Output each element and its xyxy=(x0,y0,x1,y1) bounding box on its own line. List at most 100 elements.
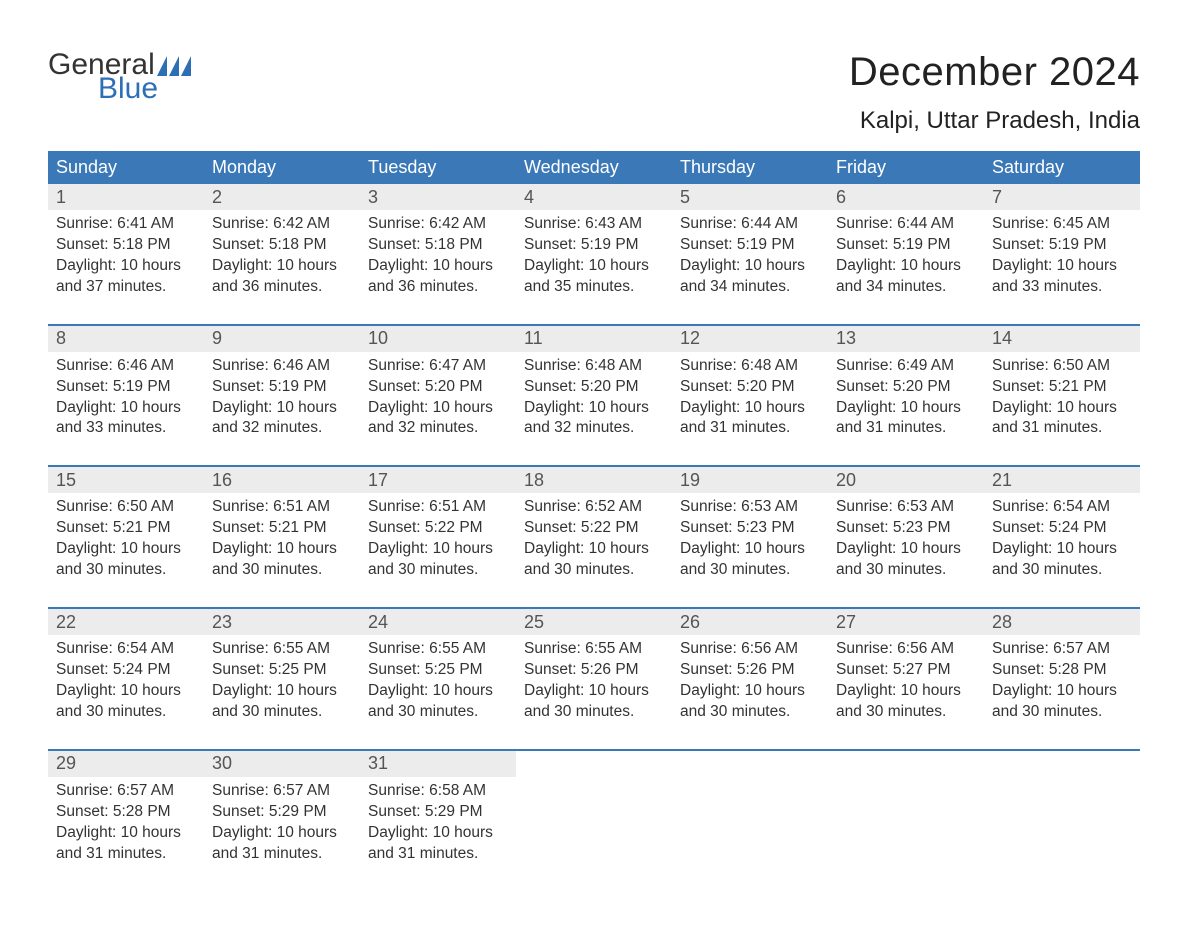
page-title: December 2024 xyxy=(849,50,1140,95)
day-number-cell: 17 xyxy=(360,467,516,493)
day-number-cell: 31 xyxy=(360,751,516,777)
sunset-line: Sunset: 5:19 PM xyxy=(56,377,196,398)
daylight-line-2: and 30 minutes. xyxy=(680,702,820,723)
day-number-cell xyxy=(516,751,672,777)
day-number-cell: 12 xyxy=(672,326,828,352)
daylight-line-1: Daylight: 10 hours xyxy=(368,823,508,844)
day-number-cell: 15 xyxy=(48,467,204,493)
daylight-line-2: and 30 minutes. xyxy=(524,702,664,723)
daylight-line-1: Daylight: 10 hours xyxy=(836,256,976,277)
daylight-line-1: Daylight: 10 hours xyxy=(212,823,352,844)
sunset-line: Sunset: 5:19 PM xyxy=(680,235,820,256)
daylight-line-1: Daylight: 10 hours xyxy=(836,681,976,702)
day-detail-row: Sunrise: 6:41 AMSunset: 5:18 PMDaylight:… xyxy=(48,210,1140,325)
daylight-line-2: and 34 minutes. xyxy=(680,277,820,298)
daylight-line-1: Daylight: 10 hours xyxy=(56,256,196,277)
daylight-line-2: and 30 minutes. xyxy=(56,702,196,723)
day-detail-cell: Sunrise: 6:51 AMSunset: 5:22 PMDaylight:… xyxy=(360,493,516,608)
day-detail-cell: Sunrise: 6:42 AMSunset: 5:18 PMDaylight:… xyxy=(204,210,360,325)
sunset-line: Sunset: 5:21 PM xyxy=(56,518,196,539)
sunset-line: Sunset: 5:19 PM xyxy=(212,377,352,398)
day-detail-cell: Sunrise: 6:58 AMSunset: 5:29 PMDaylight:… xyxy=(360,777,516,891)
day-detail-cell: Sunrise: 6:55 AMSunset: 5:26 PMDaylight:… xyxy=(516,635,672,750)
daylight-line-2: and 31 minutes. xyxy=(368,844,508,865)
daylight-line-1: Daylight: 10 hours xyxy=(212,681,352,702)
sunset-line: Sunset: 5:24 PM xyxy=(56,660,196,681)
sunset-line: Sunset: 5:18 PM xyxy=(212,235,352,256)
sunset-line: Sunset: 5:21 PM xyxy=(992,377,1132,398)
day-number-cell: 8 xyxy=(48,326,204,352)
sunrise-line: Sunrise: 6:48 AM xyxy=(524,356,664,377)
daylight-line-1: Daylight: 10 hours xyxy=(56,823,196,844)
sunrise-line: Sunrise: 6:43 AM xyxy=(524,214,664,235)
day-detail-cell: Sunrise: 6:53 AMSunset: 5:23 PMDaylight:… xyxy=(828,493,984,608)
day-detail-cell: Sunrise: 6:52 AMSunset: 5:22 PMDaylight:… xyxy=(516,493,672,608)
sunrise-line: Sunrise: 6:54 AM xyxy=(56,639,196,660)
sunset-line: Sunset: 5:28 PM xyxy=(56,802,196,823)
day-number-cell: 23 xyxy=(204,609,360,635)
daylight-line-1: Daylight: 10 hours xyxy=(680,398,820,419)
daylight-line-2: and 30 minutes. xyxy=(680,560,820,581)
daylight-line-1: Daylight: 10 hours xyxy=(56,398,196,419)
day-detail-cell: Sunrise: 6:54 AMSunset: 5:24 PMDaylight:… xyxy=(48,635,204,750)
day-number-row: 22232425262728 xyxy=(48,609,1140,635)
day-number-cell: 9 xyxy=(204,326,360,352)
day-number-cell: 10 xyxy=(360,326,516,352)
day-detail-cell: Sunrise: 6:55 AMSunset: 5:25 PMDaylight:… xyxy=(360,635,516,750)
sunrise-line: Sunrise: 6:46 AM xyxy=(56,356,196,377)
day-detail-cell: Sunrise: 6:56 AMSunset: 5:26 PMDaylight:… xyxy=(672,635,828,750)
day-number-cell: 1 xyxy=(48,184,204,210)
sunset-line: Sunset: 5:21 PM xyxy=(212,518,352,539)
day-detail-cell xyxy=(828,777,984,891)
sunset-line: Sunset: 5:29 PM xyxy=(212,802,352,823)
sunset-line: Sunset: 5:19 PM xyxy=(992,235,1132,256)
day-detail-cell: Sunrise: 6:46 AMSunset: 5:19 PMDaylight:… xyxy=(204,352,360,467)
day-number-cell: 4 xyxy=(516,184,672,210)
location-subtitle: Kalpi, Uttar Pradesh, India xyxy=(849,107,1140,135)
day-number-cell: 21 xyxy=(984,467,1140,493)
sunset-line: Sunset: 5:23 PM xyxy=(836,518,976,539)
sunrise-line: Sunrise: 6:56 AM xyxy=(836,639,976,660)
sunset-line: Sunset: 5:29 PM xyxy=(368,802,508,823)
sunset-line: Sunset: 5:22 PM xyxy=(368,518,508,539)
sunrise-line: Sunrise: 6:45 AM xyxy=(992,214,1132,235)
day-number-cell: 22 xyxy=(48,609,204,635)
day-detail-cell: Sunrise: 6:56 AMSunset: 5:27 PMDaylight:… xyxy=(828,635,984,750)
daylight-line-1: Daylight: 10 hours xyxy=(992,398,1132,419)
day-number-cell: 5 xyxy=(672,184,828,210)
day-detail-cell: Sunrise: 6:53 AMSunset: 5:23 PMDaylight:… xyxy=(672,493,828,608)
daylight-line-1: Daylight: 10 hours xyxy=(56,681,196,702)
sunrise-line: Sunrise: 6:58 AM xyxy=(368,781,508,802)
daylight-line-2: and 30 minutes. xyxy=(212,560,352,581)
daylight-line-1: Daylight: 10 hours xyxy=(524,539,664,560)
daylight-line-1: Daylight: 10 hours xyxy=(368,256,508,277)
sunset-line: Sunset: 5:25 PM xyxy=(212,660,352,681)
daylight-line-2: and 30 minutes. xyxy=(368,702,508,723)
daylight-line-1: Daylight: 10 hours xyxy=(368,539,508,560)
sunrise-line: Sunrise: 6:55 AM xyxy=(524,639,664,660)
day-number-cell: 14 xyxy=(984,326,1140,352)
daylight-line-2: and 36 minutes. xyxy=(212,277,352,298)
calendar-table: Sunday Monday Tuesday Wednesday Thursday… xyxy=(48,151,1140,890)
daylight-line-2: and 31 minutes. xyxy=(56,844,196,865)
day-number-cell: 2 xyxy=(204,184,360,210)
logo-text-blue: Blue xyxy=(98,74,191,104)
daylight-line-1: Daylight: 10 hours xyxy=(212,256,352,277)
day-detail-cell: Sunrise: 6:44 AMSunset: 5:19 PMDaylight:… xyxy=(828,210,984,325)
dow-tuesday: Tuesday xyxy=(360,151,516,184)
daylight-line-1: Daylight: 10 hours xyxy=(992,539,1132,560)
daylight-line-2: and 30 minutes. xyxy=(368,560,508,581)
sunrise-line: Sunrise: 6:57 AM xyxy=(992,639,1132,660)
day-detail-cell: Sunrise: 6:57 AMSunset: 5:28 PMDaylight:… xyxy=(48,777,204,891)
day-detail-cell: Sunrise: 6:47 AMSunset: 5:20 PMDaylight:… xyxy=(360,352,516,467)
day-number-cell xyxy=(672,751,828,777)
daylight-line-2: and 30 minutes. xyxy=(836,702,976,723)
sunrise-line: Sunrise: 6:57 AM xyxy=(212,781,352,802)
day-detail-cell: Sunrise: 6:54 AMSunset: 5:24 PMDaylight:… xyxy=(984,493,1140,608)
calendar-body: 1234567Sunrise: 6:41 AMSunset: 5:18 PMDa… xyxy=(48,184,1140,890)
daylight-line-2: and 31 minutes. xyxy=(992,418,1132,439)
daylight-line-1: Daylight: 10 hours xyxy=(524,398,664,419)
sunrise-line: Sunrise: 6:42 AM xyxy=(368,214,508,235)
sunrise-line: Sunrise: 6:55 AM xyxy=(212,639,352,660)
daylight-line-2: and 30 minutes. xyxy=(836,560,976,581)
